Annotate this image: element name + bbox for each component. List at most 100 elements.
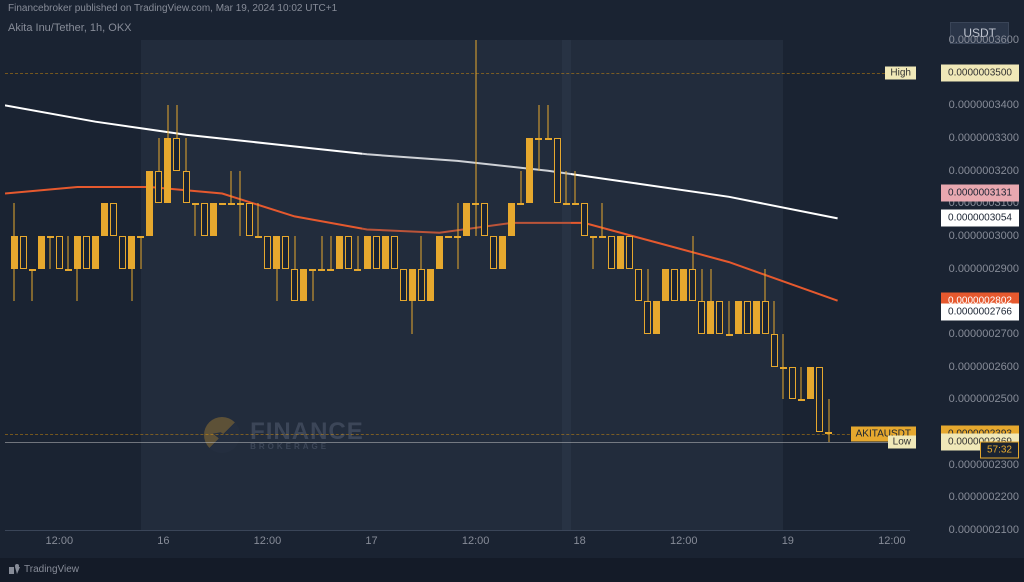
candle[interactable] [617,40,624,530]
candle[interactable] [635,40,642,530]
chart-plot-area[interactable]: FINANCE BROKERAGE [5,40,910,530]
candle[interactable] [183,40,190,530]
candle[interactable] [798,40,805,530]
candle[interactable] [726,40,733,530]
candle[interactable] [336,40,343,530]
candle[interactable] [74,40,81,530]
candle[interactable] [47,40,54,530]
candle[interactable] [445,40,452,530]
candle[interactable] [753,40,760,530]
candle[interactable] [382,40,389,530]
candle[interactable] [56,40,63,530]
candle[interactable] [364,40,371,530]
candle[interactable] [662,40,669,530]
candle[interactable] [563,40,570,530]
candle[interactable] [825,40,832,530]
candle[interactable] [282,40,289,530]
candle[interactable] [526,40,533,530]
candle[interactable] [128,40,135,530]
candle[interactable] [680,40,687,530]
candle[interactable] [490,40,497,530]
candle[interactable] [499,40,506,530]
candle[interactable] [373,40,380,530]
candle[interactable] [789,40,796,530]
candle[interactable] [101,40,108,530]
candle[interactable] [581,40,588,530]
candle[interactable] [626,40,633,530]
candle[interactable] [228,40,235,530]
candle[interactable] [644,40,651,530]
candle[interactable] [20,40,27,530]
candle[interactable] [318,40,325,530]
candle[interactable] [807,40,814,530]
candle[interactable] [409,40,416,530]
price-tick: 0.0000002100 [949,524,1019,536]
candle[interactable] [671,40,678,530]
candle[interactable] [780,40,787,530]
candle[interactable] [29,40,36,530]
candle[interactable] [137,40,144,530]
candle[interactable] [83,40,90,530]
price-axis[interactable]: 0.00000036000.00000035000.00000034000.00… [914,40,1019,530]
time-axis[interactable]: 12:001612:001712:001812:001912:00 [5,530,910,550]
candle[interactable] [246,40,253,530]
tradingview-logo[interactable]: TradingView [8,563,79,575]
candle[interactable] [164,40,171,530]
candle[interactable] [354,40,361,530]
candle[interactable] [219,40,226,530]
candle[interactable] [689,40,696,530]
candle[interactable] [744,40,751,530]
candle[interactable] [418,40,425,530]
candle[interactable] [210,40,217,530]
candle[interactable] [155,40,162,530]
candle[interactable] [554,40,561,530]
candle[interactable] [92,40,99,530]
candle[interactable] [327,40,334,530]
candle[interactable] [436,40,443,530]
candle[interactable] [716,40,723,530]
candle[interactable] [653,40,660,530]
candle[interactable] [309,40,316,530]
candle[interactable] [735,40,742,530]
candle[interactable] [110,40,117,530]
symbol-label[interactable]: Akita Inu/Tether, 1h, OKX [8,22,132,34]
candle[interactable] [590,40,597,530]
candle[interactable] [463,40,470,530]
candle[interactable] [698,40,705,530]
candle[interactable] [535,40,542,530]
candle[interactable] [771,40,778,530]
candle[interactable] [391,40,398,530]
candle[interactable] [255,40,262,530]
candle[interactable] [192,40,199,530]
candle[interactable] [273,40,280,530]
candle[interactable] [816,40,823,530]
price-label: 0.0000003500 [941,64,1019,81]
time-tick: 19 [782,535,794,547]
candle[interactable] [119,40,126,530]
candle[interactable] [345,40,352,530]
candle[interactable] [264,40,271,530]
candle[interactable] [38,40,45,530]
candle[interactable] [599,40,606,530]
candle[interactable] [707,40,714,530]
candle[interactable] [146,40,153,530]
candle[interactable] [762,40,769,530]
candle[interactable] [508,40,515,530]
candle[interactable] [201,40,208,530]
candle[interactable] [11,40,18,530]
candle[interactable] [427,40,434,530]
candle[interactable] [173,40,180,530]
candle[interactable] [400,40,407,530]
time-tick: 18 [574,535,586,547]
candle[interactable] [572,40,579,530]
candle[interactable] [237,40,244,530]
candle[interactable] [291,40,298,530]
candle[interactable] [481,40,488,530]
candle[interactable] [545,40,552,530]
candle[interactable] [472,40,479,530]
candle[interactable] [608,40,615,530]
candle[interactable] [454,40,461,530]
candle[interactable] [300,40,307,530]
candle[interactable] [517,40,524,530]
candle[interactable] [65,40,72,530]
